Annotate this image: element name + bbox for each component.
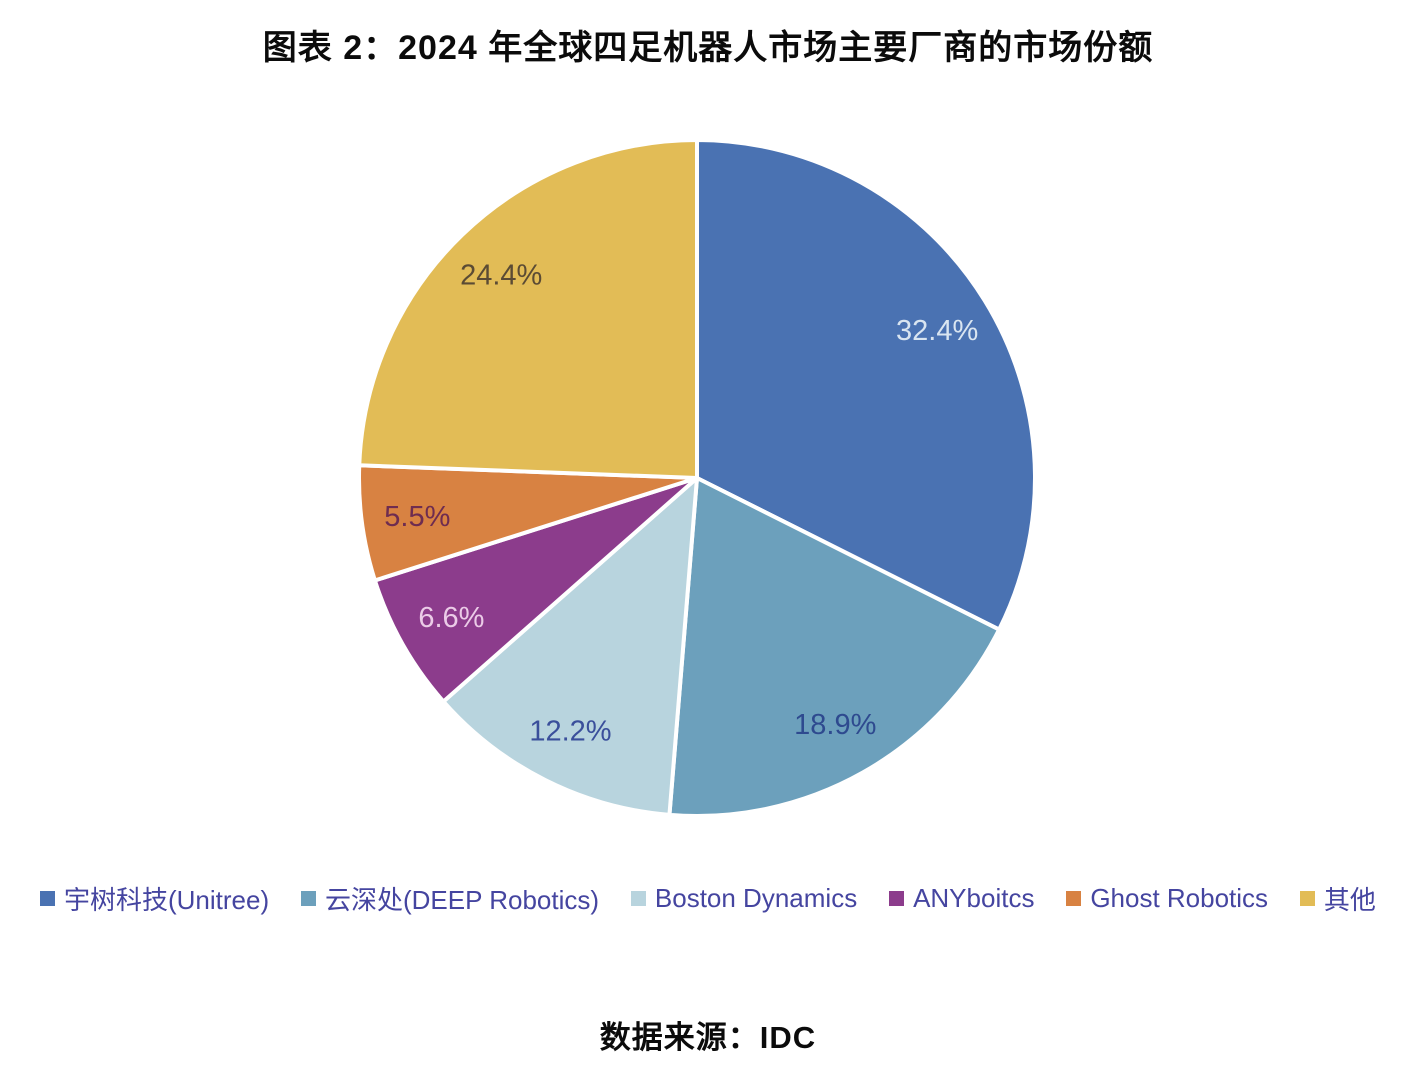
pie-slice-deep-robotics (667, 476, 1002, 818)
legend-label-ghost-robotics: Ghost Robotics (1090, 882, 1269, 913)
legend-item-ghost-robotics: Ghost Robotics (1066, 883, 1268, 914)
legend-marker-icon (630, 890, 646, 906)
pie-slice-label-boston-dynamics: 12.2% (529, 715, 611, 747)
legend-item-anybotics: ANYboitcs (889, 883, 1034, 914)
pie-slice-unitree (695, 138, 1037, 632)
pie-slice-label-anybotics: 6.6% (418, 602, 484, 634)
legend-item-deep-robotics: 云深处(DEEP Robotics) (301, 880, 599, 917)
legend-marker-icon (1299, 890, 1315, 906)
legend-label-others: 其他 (1323, 884, 1376, 915)
pie-slice-label-deep-robotics: 18.9% (794, 709, 876, 741)
legend-label-anybotics: ANYboitcs (913, 882, 1035, 913)
pie-chart: 32.4% 18.9% 12.2% 6.6% 5.5% 24.4% (352, 133, 1042, 823)
legend-label-unitree: 宇树科技(Unitree) (64, 884, 270, 915)
pie-slice-label-ghost-robotics: 5.5% (384, 501, 450, 533)
legend-label-deep-robotics: 云深处(DEEP Robotics) (325, 884, 600, 915)
pie-slice-label-others: 24.4% (460, 260, 542, 292)
pie-chart-svg: 32.4% 18.9% 12.2% 6.6% 5.5% 24.4% (357, 138, 1037, 818)
legend-marker-icon (40, 890, 55, 906)
legend-item-unitree: 宇树科技(Unitree) (40, 880, 269, 917)
pie-slice-boston-dynamics (441, 476, 699, 817)
legend-marker-icon (1066, 890, 1082, 906)
legend-marker-icon (301, 890, 316, 906)
legend-label-boston-dynamics: Boston Dynamics (654, 882, 858, 913)
pie-slice-label-unitree: 32.4% (896, 315, 978, 347)
legend-marker-icon (889, 890, 905, 906)
data-source: 数据来源：IDC (599, 1020, 817, 1055)
legend-item-boston-dynamics: Boston Dynamics (630, 882, 858, 914)
chart-title: 图表 2：2024 年全球四足机器人市场主要厂商的市场份额 (262, 29, 1154, 67)
pie-slice-others (357, 138, 699, 480)
pie-slice-anybotics (372, 476, 699, 704)
legend-item-others: 其他 (1299, 880, 1376, 917)
legend: 宇树科技(Unitree) 云深处(DEEP Robotics) Boston Dy… (0, 878, 1416, 918)
